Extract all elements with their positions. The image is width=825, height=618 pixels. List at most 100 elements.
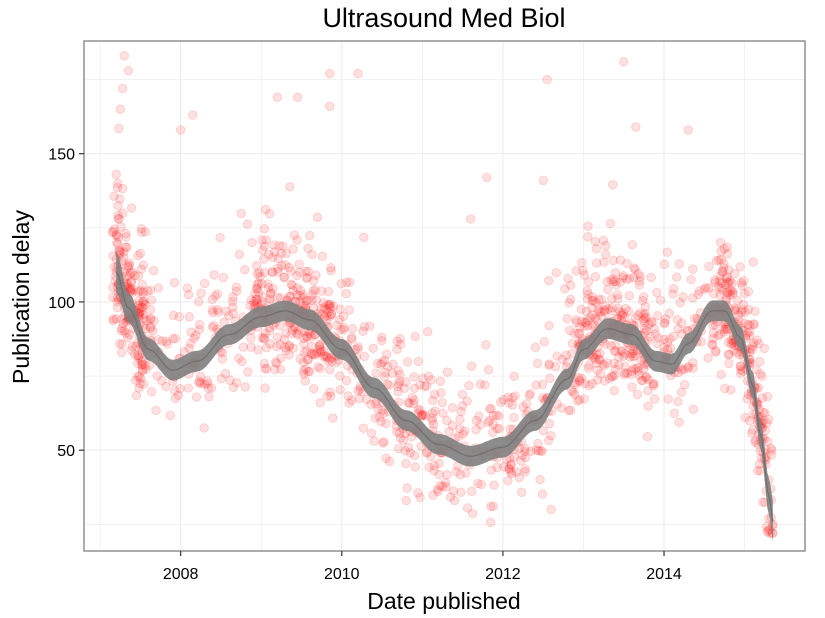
scatter-point <box>458 429 469 439</box>
scatter-point <box>618 57 629 67</box>
scatter-point <box>476 479 487 490</box>
scatter-point <box>728 287 738 298</box>
scatter-point <box>544 360 554 371</box>
scatter-point <box>135 379 145 389</box>
scatter-point <box>628 363 639 374</box>
scatter-point <box>377 405 388 416</box>
scatter-point <box>324 68 335 79</box>
scatter-point <box>596 294 607 305</box>
scatter-point <box>568 387 578 397</box>
scatter-point <box>599 376 610 386</box>
scatter-point <box>119 51 130 61</box>
scatter-point <box>366 428 377 438</box>
scatter-point <box>306 331 317 342</box>
scatter-point <box>173 390 184 401</box>
scatter-point <box>531 380 541 390</box>
scatter-point <box>295 285 306 296</box>
scatter-point <box>744 320 755 330</box>
scatter-point <box>113 200 123 211</box>
scatter-point <box>735 262 745 272</box>
scatter-point <box>613 303 624 314</box>
scatter-point <box>140 360 150 370</box>
scatter-point <box>451 466 461 477</box>
scatter-point <box>715 290 725 301</box>
scatter-point <box>194 324 205 335</box>
scatter-point <box>715 329 726 339</box>
scatter-point <box>257 235 267 245</box>
scatter-point <box>284 340 295 351</box>
y-axis-title: Publication delay <box>8 210 34 384</box>
scatter-point <box>111 230 122 240</box>
scatter-point <box>272 92 283 103</box>
scatter-point <box>516 455 526 466</box>
scatter-point <box>124 270 135 281</box>
scatter-point <box>582 315 593 326</box>
scatter-point <box>591 258 602 268</box>
scatter-point <box>322 391 333 402</box>
scatter-point <box>410 331 421 342</box>
scatter-point <box>592 365 602 376</box>
scatter-point <box>295 290 305 301</box>
scatter-point <box>569 328 580 339</box>
scatter-point <box>138 309 148 320</box>
scatter-point <box>253 345 263 355</box>
scatter-point <box>345 277 355 288</box>
scatter-point <box>331 357 341 368</box>
scatter-point <box>199 379 210 389</box>
scatter-point <box>445 492 456 502</box>
scatter-point <box>599 360 610 371</box>
scatter-point <box>647 317 657 328</box>
scatter-point <box>717 267 728 277</box>
scatter-point <box>149 316 159 326</box>
scatter-point <box>620 312 630 322</box>
scatter-point <box>576 316 587 326</box>
scatter-point <box>708 288 719 299</box>
scatter-point <box>638 375 648 386</box>
scatter-point <box>718 263 729 273</box>
scatter-point <box>488 419 498 429</box>
x-tick-label: 2012 <box>485 566 521 583</box>
scatter-point <box>616 310 626 320</box>
scatter-point <box>409 395 419 405</box>
scatter-point <box>259 333 270 343</box>
scatter-point <box>721 273 732 284</box>
scatter-point <box>602 358 612 368</box>
scatter-point <box>368 343 378 353</box>
scatter-point <box>194 319 205 330</box>
scatter-point <box>415 380 425 390</box>
scatter-point <box>762 418 772 428</box>
scatter-point <box>483 417 494 428</box>
scatter-point <box>599 306 610 317</box>
scatter-point <box>269 247 280 257</box>
scatter-point <box>108 251 118 261</box>
scatter-point <box>506 459 516 470</box>
scatter-point <box>748 257 758 267</box>
scatter-point <box>719 324 729 335</box>
scatter-point <box>499 461 509 472</box>
scatter-point <box>303 243 313 254</box>
scatter-point <box>599 305 610 315</box>
scatter-point <box>600 339 611 350</box>
scatter-point <box>599 257 609 267</box>
scatter-point <box>735 368 746 379</box>
scatter-point <box>252 298 262 308</box>
scatter-point <box>263 279 273 289</box>
scatter-point <box>145 313 156 324</box>
scatter-point <box>607 372 618 382</box>
scatter-point <box>456 487 466 498</box>
scatter-point <box>255 272 265 282</box>
scatter-point <box>659 334 670 344</box>
scatter-point <box>195 371 206 382</box>
scatter-point <box>279 272 290 283</box>
scatter-point <box>762 527 772 537</box>
scatter-point <box>669 408 680 419</box>
scatter-point <box>303 295 313 306</box>
scatter-point <box>447 402 458 413</box>
scatter-point <box>565 294 576 305</box>
scatter-point <box>591 297 601 308</box>
scatter-point <box>460 426 470 436</box>
scatter-point <box>259 358 270 369</box>
scatter-point <box>117 339 127 349</box>
scatter-point <box>307 249 317 260</box>
scatter-point <box>564 325 575 336</box>
